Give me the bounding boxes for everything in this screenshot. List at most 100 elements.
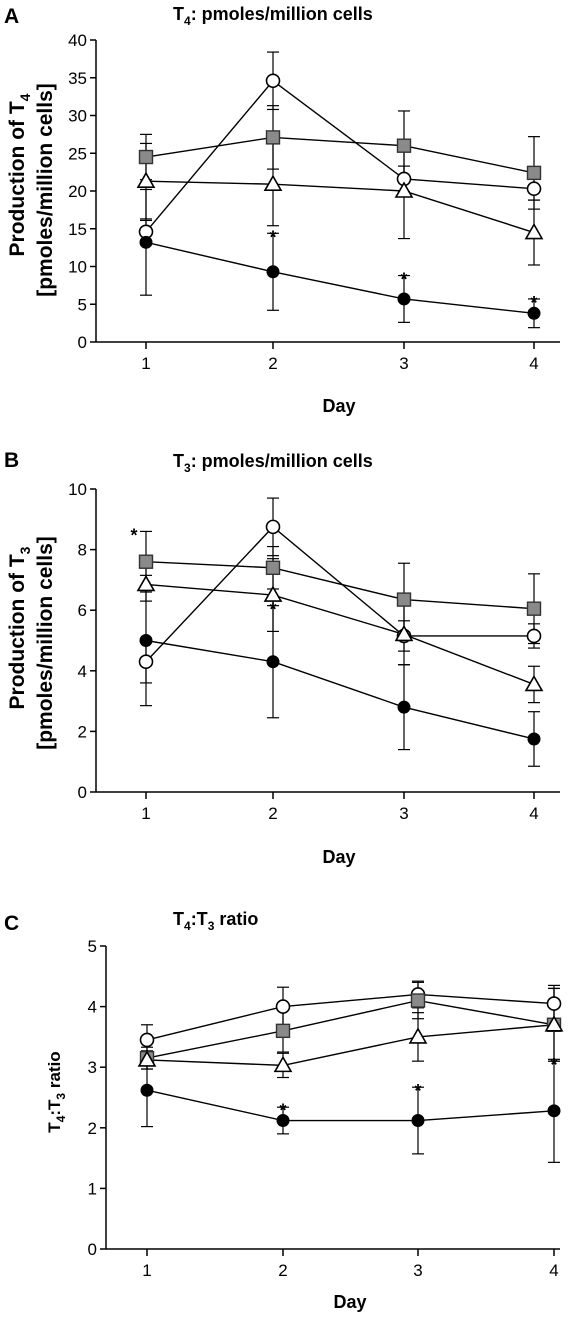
y-tick-label: 10: [68, 258, 87, 277]
y-tick-label: 3: [88, 1058, 97, 1077]
series-line: [146, 1089, 555, 1122]
y-axis-label-b-line1: Production of T3: [6, 546, 33, 709]
series-line: [145, 561, 535, 610]
data-point-circle-open: [138, 654, 154, 670]
significance-marker: *: [530, 293, 537, 313]
plot-area-c: 0 1 2 3 4 5 1 2 3 4 * * *: [88, 937, 564, 1280]
y-tick-label: 0: [78, 783, 87, 802]
data-point-square-gray: [396, 138, 412, 153]
data-point-triangle-open: [263, 585, 283, 602]
x-tick-label: 4: [529, 804, 538, 823]
data-point-circle-filled: [411, 1114, 425, 1128]
y-axis-label-a-line2: [pmoles/million cells]: [34, 83, 57, 297]
y-axis-label-c: T4:T3 ratio: [45, 1051, 68, 1132]
data-point-square-gray: [526, 165, 542, 181]
y-tick-label: 15: [68, 220, 87, 239]
series-line: [146, 999, 555, 1059]
x-tick-label: 3: [399, 354, 408, 373]
x-tick-label: 2: [278, 1261, 287, 1280]
data-point-square-gray: [410, 993, 426, 1008]
series-line: [145, 241, 535, 315]
data-point-triangle-open: [136, 171, 156, 188]
series-line: [145, 583, 535, 686]
y-tick-label: 25: [68, 144, 87, 163]
significance-marker: *: [130, 525, 137, 545]
y-tick-label: 4: [78, 662, 87, 681]
y-axis-label-b-line2: [pmoles/million cells]: [34, 536, 57, 750]
y-axis-label-a-line1: Production of T4: [6, 93, 33, 256]
x-tick-label: 3: [399, 804, 408, 823]
y-tick-label: 8: [78, 541, 87, 560]
y-tick-label: 1: [88, 1179, 97, 1198]
y-tick-label: 2: [88, 1119, 97, 1138]
x-tick-label: 2: [268, 354, 277, 373]
data-point-circle-filled: [266, 265, 280, 279]
significance-marker: *: [269, 600, 276, 620]
panel-letter-c: C: [4, 912, 19, 935]
series-line: [145, 639, 535, 740]
data-point-triangle-open: [524, 674, 544, 692]
data-point-triangle-open: [394, 624, 414, 642]
data-point-circle-filled: [139, 634, 153, 647]
series-line: [145, 525, 534, 663]
y-tick-label: 5: [88, 937, 97, 956]
data-point-circle-open: [139, 1032, 155, 1048]
data-point-square-gray: [265, 560, 281, 575]
chart-title-b: T3: pmoles/million cells: [173, 451, 373, 475]
x-tick-label: 1: [142, 1261, 151, 1280]
data-point-triangle-open: [408, 1027, 428, 1044]
x-tick-label: 4: [549, 1261, 558, 1280]
data-point-circle-filled: [527, 732, 541, 746]
data-point-triangle-open: [394, 181, 414, 198]
data-point-square-gray: [138, 149, 154, 165]
data-point-circle-filled: [547, 1104, 561, 1118]
y-tick-label: 4: [88, 998, 97, 1017]
data-point-square-gray: [265, 130, 281, 145]
x-tick-label: 1: [141, 804, 150, 823]
y-tick-label: 30: [68, 107, 87, 126]
x-tick-label: 3: [413, 1261, 422, 1280]
data-point-circle-open: [265, 519, 281, 535]
x-axis-label-b: Day: [322, 847, 355, 867]
data-point-circle-filled: [397, 292, 411, 306]
data-point-circle-filled: [266, 655, 280, 669]
panel-letter-b: B: [4, 449, 19, 472]
chart-title-c: T4:T3 ratio: [173, 909, 258, 933]
panel-a: A T4: pmoles/million cells Production of…: [4, 4, 560, 416]
panel-c: C T4:T3 ratio T4:T3 ratio Day 0 1 2 3 4 5 1 2 3 4…: [4, 909, 564, 1312]
significance-marker: *: [279, 1101, 286, 1121]
data-point-circle-filled: [139, 235, 153, 249]
data-point-circle-filled: [276, 1114, 290, 1128]
data-point-circle-filled: [397, 700, 411, 714]
y-tick-label: 0: [78, 333, 87, 352]
series-line: [145, 79, 535, 233]
significance-marker: *: [550, 1055, 557, 1075]
series-line: [146, 1024, 555, 1067]
y-tick-label: 0: [88, 1240, 97, 1259]
x-tick-label: 4: [529, 354, 538, 373]
x-tick-label: 2: [268, 804, 277, 823]
data-point-circle-open: [526, 628, 542, 644]
data-point-square-gray: [396, 592, 412, 607]
x-axis-label-c: Day: [333, 1292, 366, 1312]
chart-title-a: T4: pmoles/million cells: [173, 4, 373, 28]
series-line: [145, 180, 535, 234]
significance-marker: *: [400, 270, 407, 290]
y-tick-label: 10: [68, 480, 87, 499]
data-point-circle-open: [265, 73, 281, 89]
y-tick-label: 40: [68, 31, 87, 50]
y-tick-label: 35: [68, 69, 87, 88]
data-point-circle-open: [526, 181, 542, 197]
data-point-triangle-open: [544, 1015, 564, 1032]
significance-marker: *: [269, 227, 276, 247]
y-tick-label: 6: [78, 601, 87, 620]
data-point-square-gray: [138, 554, 154, 569]
y-tick-label: 5: [78, 295, 87, 314]
data-point-square-gray: [275, 1023, 291, 1039]
data-point-triangle-open: [137, 1050, 157, 1067]
data-point-circle-filled: [140, 1083, 154, 1097]
significance-marker: *: [414, 1081, 421, 1101]
data-point-triangle-open: [136, 574, 156, 592]
